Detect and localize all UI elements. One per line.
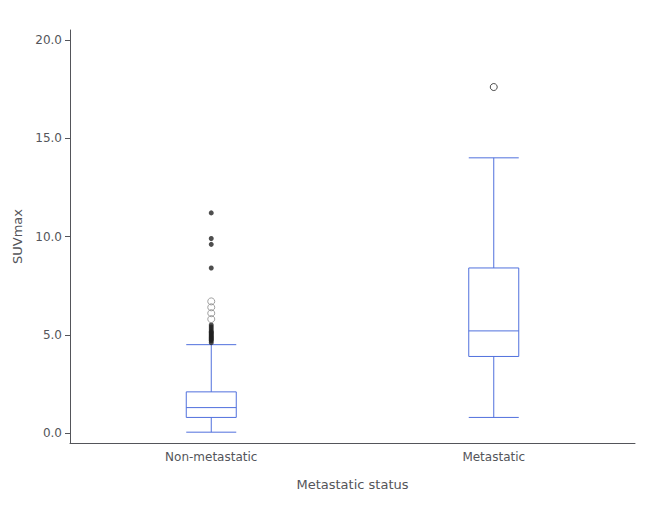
svg-text:5.0: 5.0 (43, 328, 62, 342)
svg-text:0.0: 0.0 (43, 426, 62, 440)
svg-text:Metastatic: Metastatic (462, 450, 525, 464)
svg-text:15.0: 15.0 (35, 131, 62, 145)
svg-text:Non-metastatic: Non-metastatic (165, 450, 257, 464)
svg-text:SUVmax: SUVmax (10, 209, 25, 264)
svg-text:10.0: 10.0 (35, 230, 62, 244)
svg-text:Metastatic status: Metastatic status (296, 477, 408, 492)
svg-text:20.0: 20.0 (35, 33, 62, 47)
